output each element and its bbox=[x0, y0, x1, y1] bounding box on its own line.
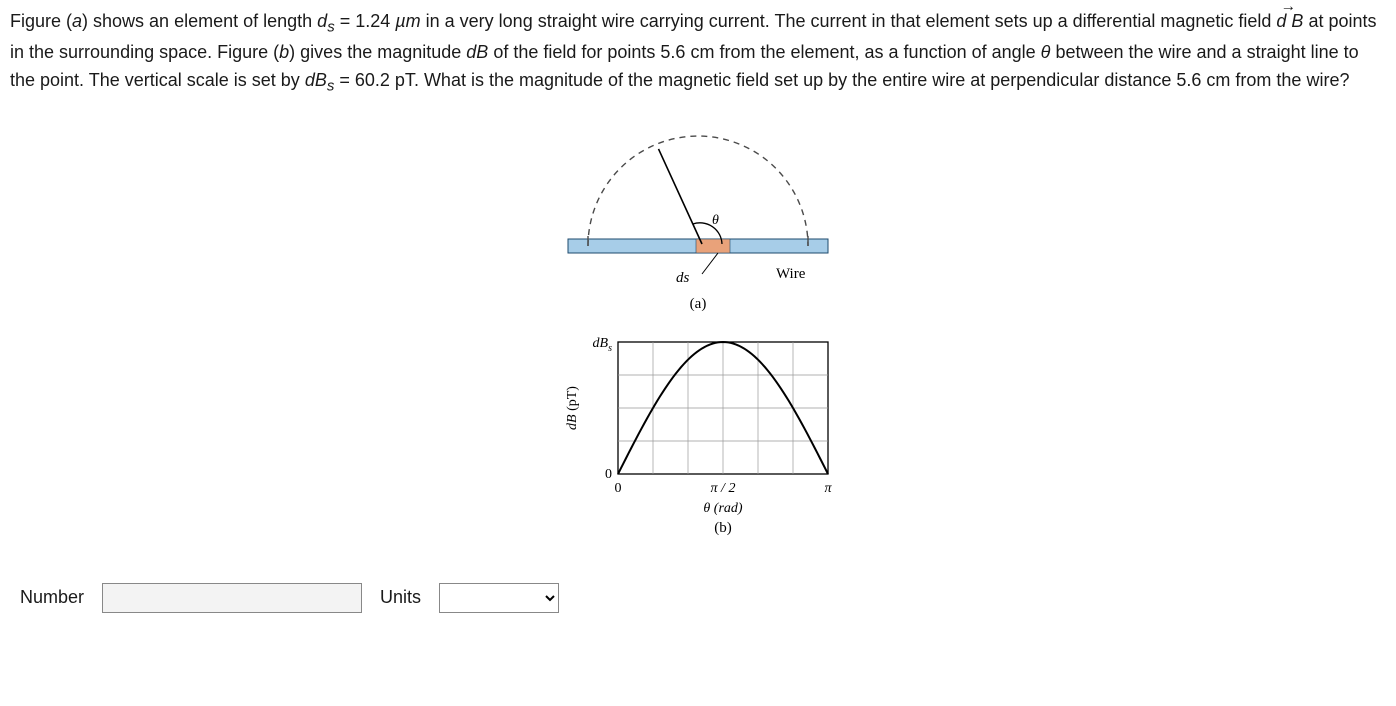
txt: Figure ( bbox=[10, 11, 72, 31]
svg-text:π: π bbox=[824, 481, 832, 496]
r-unit: cm bbox=[690, 42, 714, 62]
txt: from the wire? bbox=[1230, 70, 1349, 90]
svg-text:θ (rad): θ (rad) bbox=[703, 501, 742, 516]
txt: in a very long straight wire carrying cu… bbox=[421, 11, 1277, 31]
svg-text:dBs: dBs bbox=[593, 336, 613, 354]
dB-sym: dB bbox=[466, 42, 488, 62]
figures-container: θ ds Wire (a) dBs 0 π / 2 π θ (rad) dB (pT) 0 (b) bbox=[10, 116, 1386, 554]
txt: from the element, as a function of angle bbox=[714, 42, 1040, 62]
problem-statement: Figure (a) shows an element of length ds… bbox=[10, 8, 1386, 98]
dBs-unit: pT bbox=[395, 70, 414, 90]
svg-text:0: 0 bbox=[605, 467, 612, 482]
txt: of the field for points bbox=[488, 42, 660, 62]
txt: = bbox=[334, 70, 355, 90]
svg-text:ds: ds bbox=[676, 270, 690, 286]
r-val: 5.6 bbox=[660, 42, 685, 62]
txt: . What is the magnitude of the magnetic … bbox=[414, 70, 1176, 90]
fig-a-ref: a bbox=[72, 11, 82, 31]
number-input[interactable] bbox=[102, 583, 362, 613]
ds-unit: µm bbox=[395, 11, 420, 31]
svg-text:Wire: Wire bbox=[776, 266, 806, 282]
txt: ) shows an element of length bbox=[82, 11, 317, 31]
number-label: Number bbox=[20, 584, 84, 612]
txt: ) gives the magnitude bbox=[289, 42, 466, 62]
svg-text:π / 2: π / 2 bbox=[711, 481, 736, 496]
svg-text:0: 0 bbox=[615, 481, 622, 496]
r-unit2: cm bbox=[1206, 70, 1230, 90]
fig-b-ref: b bbox=[279, 42, 289, 62]
figure-a: θ ds Wire (a) bbox=[538, 116, 858, 316]
dB-vector: d B bbox=[1276, 8, 1303, 36]
dBs-val: 60.2 bbox=[355, 70, 390, 90]
units-label: Units bbox=[380, 584, 421, 612]
r-val2: 5.6 bbox=[1176, 70, 1201, 90]
units-select[interactable] bbox=[439, 583, 559, 613]
theta-sym: θ bbox=[1041, 42, 1051, 62]
svg-text:θ: θ bbox=[712, 213, 719, 228]
ds-sym: ds bbox=[317, 11, 335, 31]
answer-row: Number Units bbox=[10, 583, 1386, 613]
dBs-sym: dBs bbox=[305, 70, 335, 90]
figure-b: dBs 0 π / 2 π θ (rad) dB (pT) 0 (b) bbox=[538, 324, 858, 544]
svg-text:(a): (a) bbox=[690, 296, 707, 312]
ds-val: 1.24 bbox=[355, 11, 390, 31]
svg-text:dB (pT): dB (pT) bbox=[565, 386, 580, 430]
txt: = bbox=[335, 11, 356, 31]
svg-text:(b): (b) bbox=[714, 520, 732, 536]
